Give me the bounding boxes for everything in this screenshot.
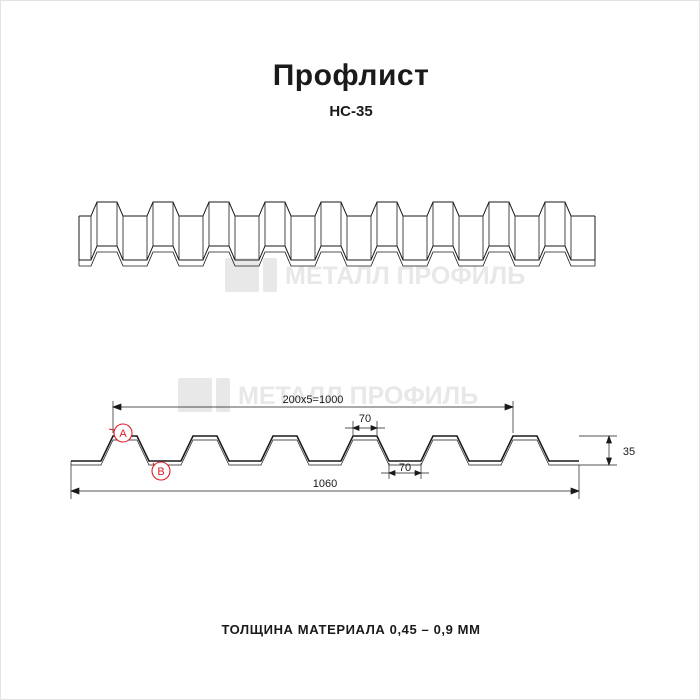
dimension-height: 35 [623,446,635,458]
dimension-pitch-total: 200х5=1000 [283,394,344,406]
callout-a: A [108,423,133,443]
product-model: НС-35 [329,103,373,120]
material-thickness-note: ТОЛЩИНА МАТЕРИАЛА 0,45 – 0,9 ММ [221,622,481,637]
dimension-overall-width: 1060 [313,478,337,490]
isometric-profile-illustration [61,186,641,326]
callout-b-label: B [157,466,164,478]
dimension-rib-bottom: 70 [399,462,411,474]
cross-section-drawing: 200х5=1000 70 70 35 1060 A B [61,381,641,511]
callout-b: B [151,461,171,481]
callout-a-label: A [119,428,127,440]
page-title: Профлист [272,59,430,92]
dimension-rib-top: 70 [359,413,371,425]
